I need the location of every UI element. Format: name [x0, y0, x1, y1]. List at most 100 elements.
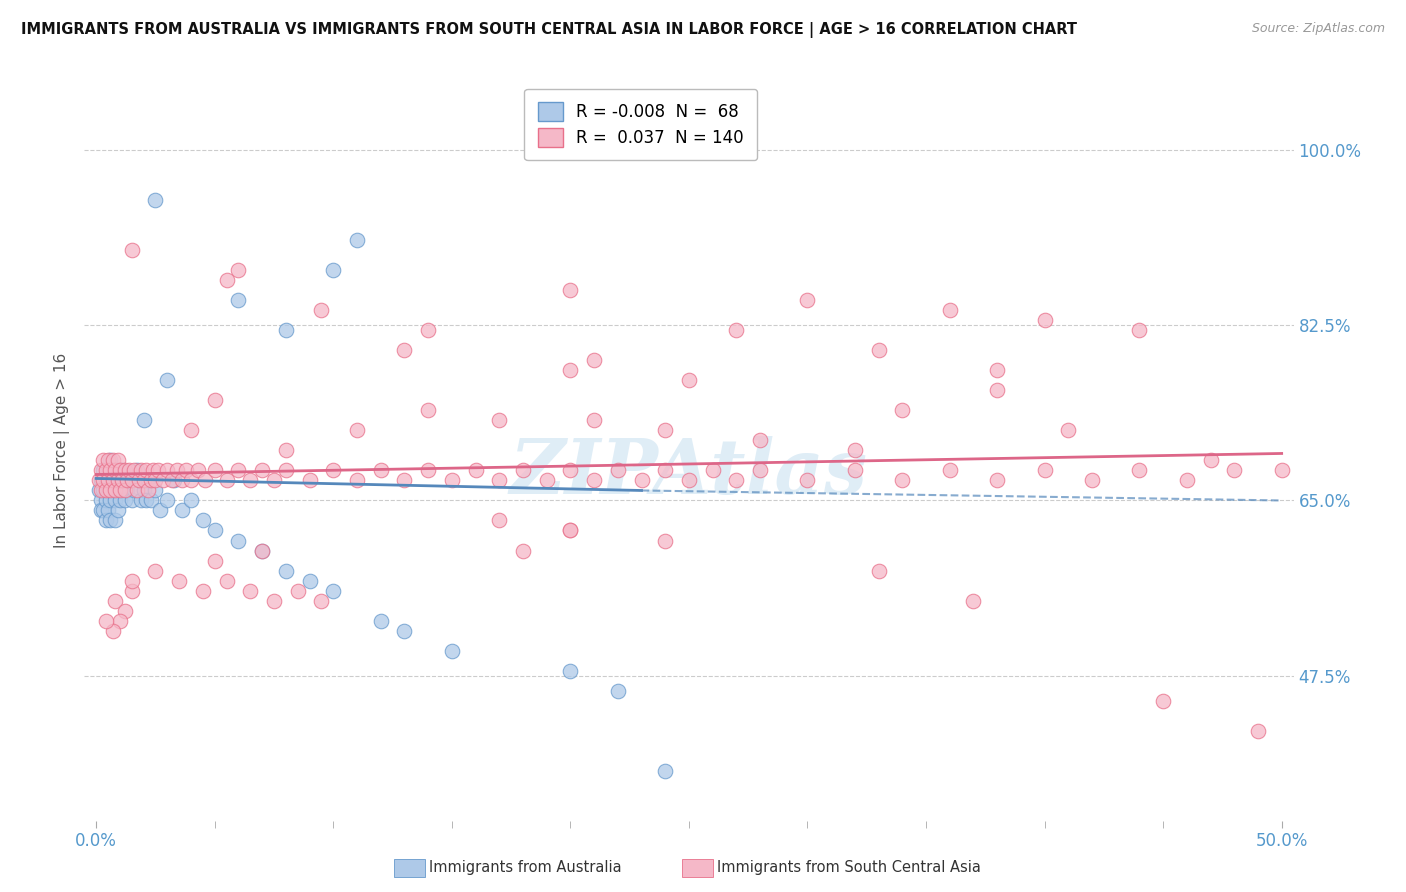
Point	[298, 474, 321, 488]
Point	[101, 453, 124, 467]
Text: Immigrants from South Central Asia: Immigrants from South Central Asia	[717, 861, 981, 875]
Y-axis label: In Labor Force | Age > 16: In Labor Force | Age > 16	[55, 353, 70, 548]
Point	[111, 474, 134, 488]
Point	[180, 474, 202, 488]
Point	[488, 474, 510, 488]
Point	[239, 583, 262, 598]
Point	[394, 474, 416, 488]
Point	[204, 524, 226, 538]
Point	[90, 493, 112, 508]
Point	[129, 463, 152, 477]
Point	[560, 363, 582, 377]
Point	[139, 474, 162, 488]
Point	[149, 503, 172, 517]
Point	[118, 463, 141, 477]
Point	[114, 463, 136, 477]
Point	[1199, 453, 1222, 467]
Point	[121, 583, 143, 598]
Point	[1223, 463, 1246, 477]
Point	[111, 483, 134, 498]
Point	[962, 593, 984, 607]
Point	[228, 463, 250, 477]
Point	[322, 463, 344, 477]
Point	[107, 503, 129, 517]
Point	[346, 233, 368, 247]
Point	[108, 493, 131, 508]
Point	[844, 463, 866, 477]
Point	[121, 244, 143, 258]
Point	[180, 424, 202, 438]
Point	[145, 483, 167, 498]
Point	[94, 614, 117, 628]
Point	[87, 483, 110, 498]
Point	[104, 483, 127, 498]
Point	[90, 474, 112, 488]
Point	[560, 524, 582, 538]
Point	[166, 463, 188, 477]
Point	[298, 574, 321, 588]
Point	[1247, 723, 1270, 738]
Point	[101, 463, 124, 477]
Point	[394, 624, 416, 638]
Point	[274, 564, 297, 578]
Point	[97, 463, 120, 477]
Point	[560, 463, 582, 477]
Point	[114, 603, 136, 617]
Point	[97, 453, 120, 467]
Point	[146, 463, 169, 477]
Point	[135, 463, 157, 477]
Point	[488, 413, 510, 427]
Point	[1033, 463, 1056, 477]
Point	[311, 303, 333, 318]
Point	[91, 483, 114, 498]
Point	[228, 533, 250, 548]
Point	[104, 493, 127, 508]
Point	[132, 474, 155, 488]
Point	[322, 263, 344, 277]
Point	[94, 463, 117, 477]
Point	[938, 463, 960, 477]
Point	[100, 493, 122, 508]
Point	[125, 483, 148, 498]
Point	[250, 543, 273, 558]
Point	[187, 463, 209, 477]
Point	[111, 463, 134, 477]
Point	[1271, 463, 1294, 477]
Point	[108, 614, 131, 628]
Point	[796, 293, 818, 308]
Point	[868, 564, 890, 578]
Point	[94, 483, 117, 498]
Point	[167, 574, 190, 588]
Point	[91, 453, 114, 467]
Point	[440, 474, 463, 488]
Point	[170, 474, 193, 488]
Point	[418, 403, 440, 417]
Point	[145, 194, 167, 208]
Point	[91, 463, 114, 477]
Point	[1033, 313, 1056, 327]
Point	[311, 593, 333, 607]
Point	[100, 474, 122, 488]
Point	[115, 474, 138, 488]
Point	[108, 483, 131, 498]
Point	[263, 593, 285, 607]
Point	[176, 463, 198, 477]
Point	[121, 574, 143, 588]
Point	[488, 514, 510, 528]
Point	[100, 483, 122, 498]
Point	[87, 474, 110, 488]
Point	[101, 474, 124, 488]
Point	[156, 373, 179, 387]
Point	[749, 463, 772, 477]
Point	[160, 474, 183, 488]
Point	[370, 614, 392, 628]
Point	[702, 463, 724, 477]
Point	[114, 483, 136, 498]
Point	[749, 434, 772, 448]
Point	[654, 764, 676, 778]
Point	[104, 474, 127, 488]
Point	[274, 443, 297, 458]
Point	[145, 474, 167, 488]
Point	[512, 463, 534, 477]
Point	[191, 583, 214, 598]
